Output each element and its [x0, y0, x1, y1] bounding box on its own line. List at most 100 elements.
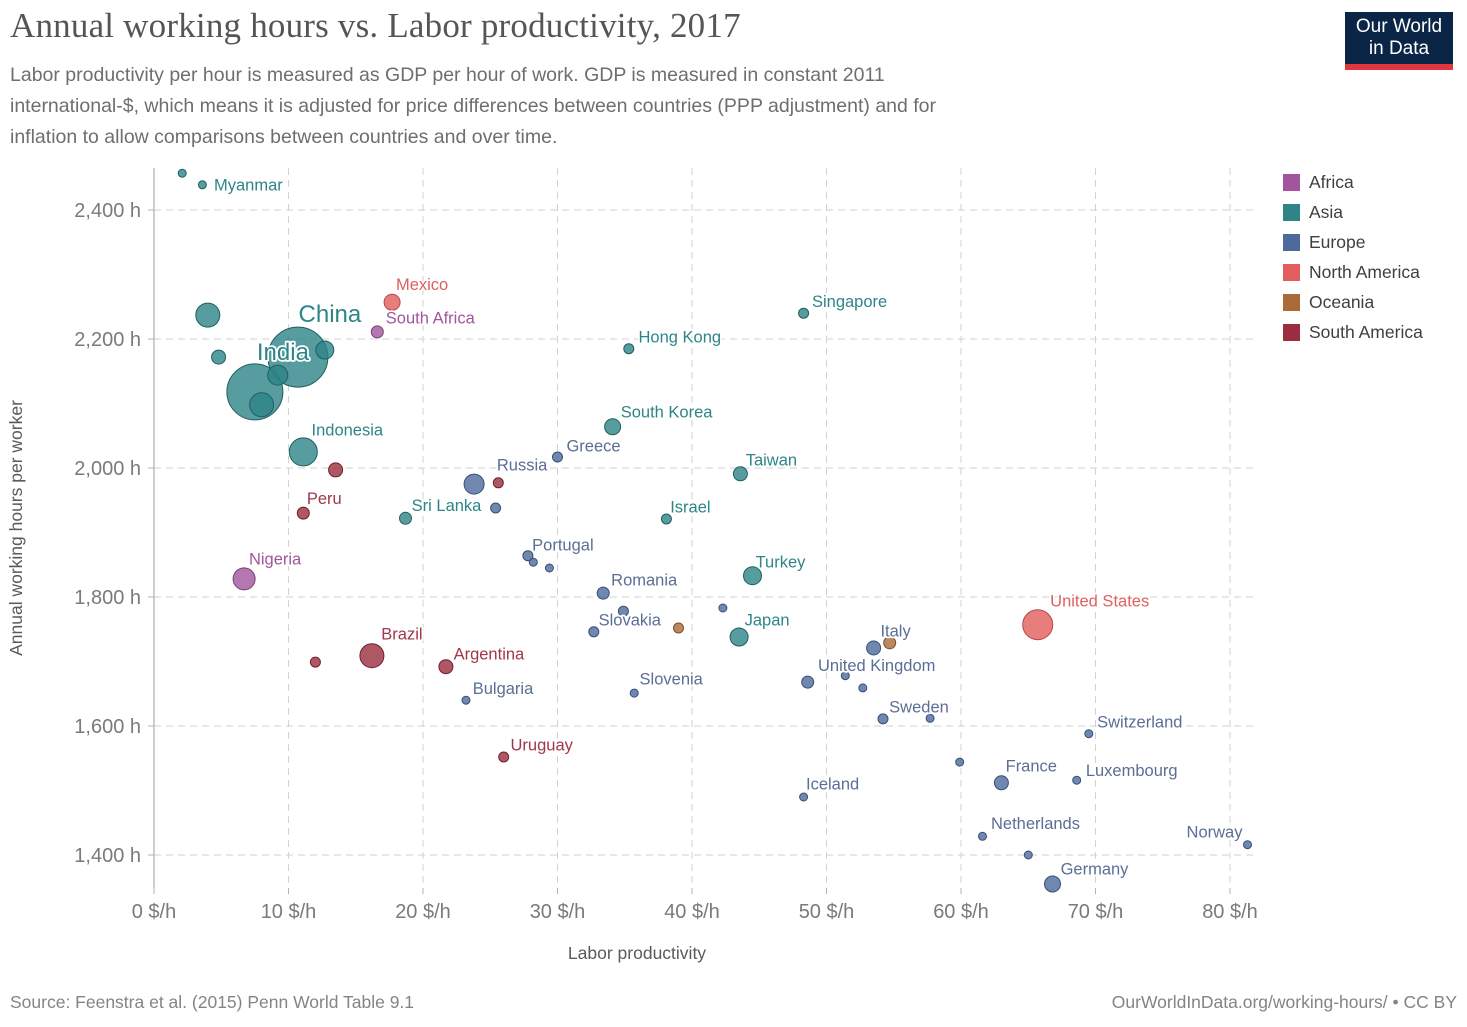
- data-point-dot-europe-2[interactable]: [528, 557, 538, 567]
- owid-logo-bar: [1345, 64, 1453, 70]
- point-label-switzerland: Switzerland: [1097, 713, 1182, 731]
- y-tick-label: 1,600 h: [74, 716, 141, 738]
- data-point-israel[interactable]: [660, 513, 672, 525]
- data-point-united-states[interactable]: [1022, 609, 1054, 641]
- point-label-mexico: Mexico: [396, 276, 448, 294]
- license-link[interactable]: OurWorldInData.org/working-hours/ • CC B…: [1111, 992, 1457, 1012]
- data-point-dot-europe-3[interactable]: [544, 563, 554, 573]
- legend-item-south-america[interactable]: South America: [1283, 322, 1423, 343]
- x-tick-label: 50 $/h: [799, 901, 855, 923]
- data-point-sweden[interactable]: [877, 713, 889, 725]
- data-point-netherlands[interactable]: [978, 831, 987, 841]
- data-point-switzerland[interactable]: [1084, 729, 1094, 739]
- data-point-dot-europe-1[interactable]: [490, 502, 502, 514]
- continent-legend: Africa Asia Europe North America Oceania Sout…: [1283, 172, 1423, 343]
- data-point-luxembourg[interactable]: [1072, 775, 1082, 785]
- x-tick-label: 40 $/h: [664, 901, 720, 923]
- legend-label: Africa: [1309, 172, 1354, 192]
- legend-swatch-asia: [1283, 204, 1300, 221]
- data-point-south-korea[interactable]: [604, 418, 622, 436]
- data-point-taiwan[interactable]: [732, 466, 748, 482]
- data-point-peru[interactable]: [296, 506, 310, 520]
- point-label-iceland: Iceland: [806, 776, 859, 794]
- data-point-dot-oceania-1[interactable]: [673, 622, 684, 634]
- point-label-turkey: Turkey: [756, 553, 807, 571]
- data-point-dot-europe-8[interactable]: [925, 713, 935, 723]
- data-point-russia[interactable]: [463, 473, 485, 495]
- data-point-united-kingdom[interactable]: [801, 675, 815, 689]
- data-point-dot-asia-5[interactable]: [249, 392, 275, 418]
- legend-item-north-america[interactable]: North America: [1283, 262, 1423, 283]
- data-point-indonesia[interactable]: [288, 437, 318, 467]
- data-point-romania[interactable]: [596, 586, 610, 600]
- page-title: Annual working hours vs. Labor productiv…: [10, 6, 741, 45]
- data-point-argentina[interactable]: [438, 659, 454, 675]
- data-point-italy[interactable]: [866, 640, 882, 656]
- point-label-indonesia: Indonesia: [312, 422, 384, 440]
- point-label-italy: Italy: [880, 623, 911, 641]
- data-point-hong-kong[interactable]: [623, 343, 635, 355]
- data-point-singapore[interactable]: [798, 307, 810, 319]
- point-label-uruguay: Uruguay: [511, 737, 574, 755]
- data-point-dot-asia-3[interactable]: [211, 349, 227, 365]
- data-point-greece[interactable]: [552, 451, 563, 463]
- data-point-japan[interactable]: [729, 627, 749, 647]
- data-point-slovenia[interactable]: [629, 688, 639, 698]
- data-point-nigeria[interactable]: [232, 567, 256, 591]
- point-label-india: India: [257, 339, 310, 366]
- data-point-dot-europe-7[interactable]: [858, 683, 868, 693]
- legend-label: North America: [1309, 262, 1420, 282]
- data-point-dot-asia-4[interactable]: [315, 340, 335, 360]
- legend-label: Europe: [1309, 232, 1366, 252]
- data-points: [177, 168, 1252, 893]
- legend-item-asia[interactable]: Asia: [1283, 202, 1423, 223]
- data-point-dot-asia-2[interactable]: [195, 302, 221, 328]
- data-point-germany[interactable]: [1044, 875, 1061, 893]
- owid-logo-line2: in Data: [1368, 38, 1430, 59]
- point-label-myanmar: Myanmar: [214, 177, 283, 195]
- data-point-dot-europe-6[interactable]: [840, 671, 850, 681]
- data-point-france[interactable]: [993, 775, 1009, 791]
- point-label-bulgaria: Bulgaria: [473, 680, 534, 698]
- legend-label: Oceania: [1309, 292, 1375, 312]
- point-label-slovenia: Slovenia: [640, 671, 704, 689]
- data-point-dot-asia-1[interactable]: [177, 168, 187, 178]
- y-tick-label: 2,000 h: [74, 458, 141, 480]
- data-point-bulgaria[interactable]: [461, 695, 471, 705]
- point-label-china: China: [299, 301, 362, 328]
- point-label-sweden: Sweden: [889, 699, 949, 717]
- y-tick-label: 1,800 h: [74, 587, 141, 609]
- data-point-dot-europe-4[interactable]: [617, 605, 629, 617]
- data-point-iceland[interactable]: [799, 792, 809, 802]
- data-point-sri-lanka[interactable]: [399, 511, 412, 525]
- data-point-turkey[interactable]: [743, 566, 762, 586]
- data-point-dot-oceania-2[interactable]: [883, 636, 897, 650]
- data-point-myanmar[interactable]: [197, 180, 207, 190]
- data-point-brazil[interactable]: [359, 643, 385, 669]
- point-label-taiwan: Taiwan: [746, 451, 797, 469]
- legend-item-oceania[interactable]: Oceania: [1283, 292, 1423, 313]
- point-label-russia: Russia: [497, 457, 548, 475]
- owid-logo-line1: Our World: [1355, 16, 1443, 37]
- data-point-dot-europe-9[interactable]: [955, 757, 965, 767]
- data-point-mexico[interactable]: [383, 293, 401, 311]
- point-label-peru: Peru: [307, 490, 342, 508]
- data-point-dot-asia-6[interactable]: [267, 364, 289, 386]
- legend-item-europe[interactable]: Europe: [1283, 232, 1423, 253]
- data-point-slovakia[interactable]: [588, 626, 600, 638]
- data-point-dot-europe-10[interactable]: [1023, 850, 1033, 860]
- data-point-dot-southam-1[interactable]: [328, 462, 344, 478]
- point-label-netherlands: Netherlands: [991, 815, 1080, 833]
- legend-item-africa[interactable]: Africa: [1283, 172, 1423, 193]
- point-label-norway: Norway: [1187, 823, 1244, 841]
- legend-swatch-north-america: [1283, 264, 1300, 281]
- data-point-uruguay[interactable]: [498, 751, 510, 763]
- point-label-brazil: Brazil: [381, 625, 422, 643]
- data-point-norway[interactable]: [1243, 840, 1252, 850]
- data-point-dot-europe-5[interactable]: [718, 603, 728, 613]
- data-point-dot-southam-2[interactable]: [492, 477, 504, 489]
- data-point-dot-southam-3[interactable]: [309, 656, 321, 668]
- data-point-south-africa[interactable]: [370, 325, 384, 339]
- point-labels: Myanmar China India Indonesia Mexico South Af…: [212, 175, 1245, 881]
- data-point-portugal[interactable]: [522, 550, 534, 562]
